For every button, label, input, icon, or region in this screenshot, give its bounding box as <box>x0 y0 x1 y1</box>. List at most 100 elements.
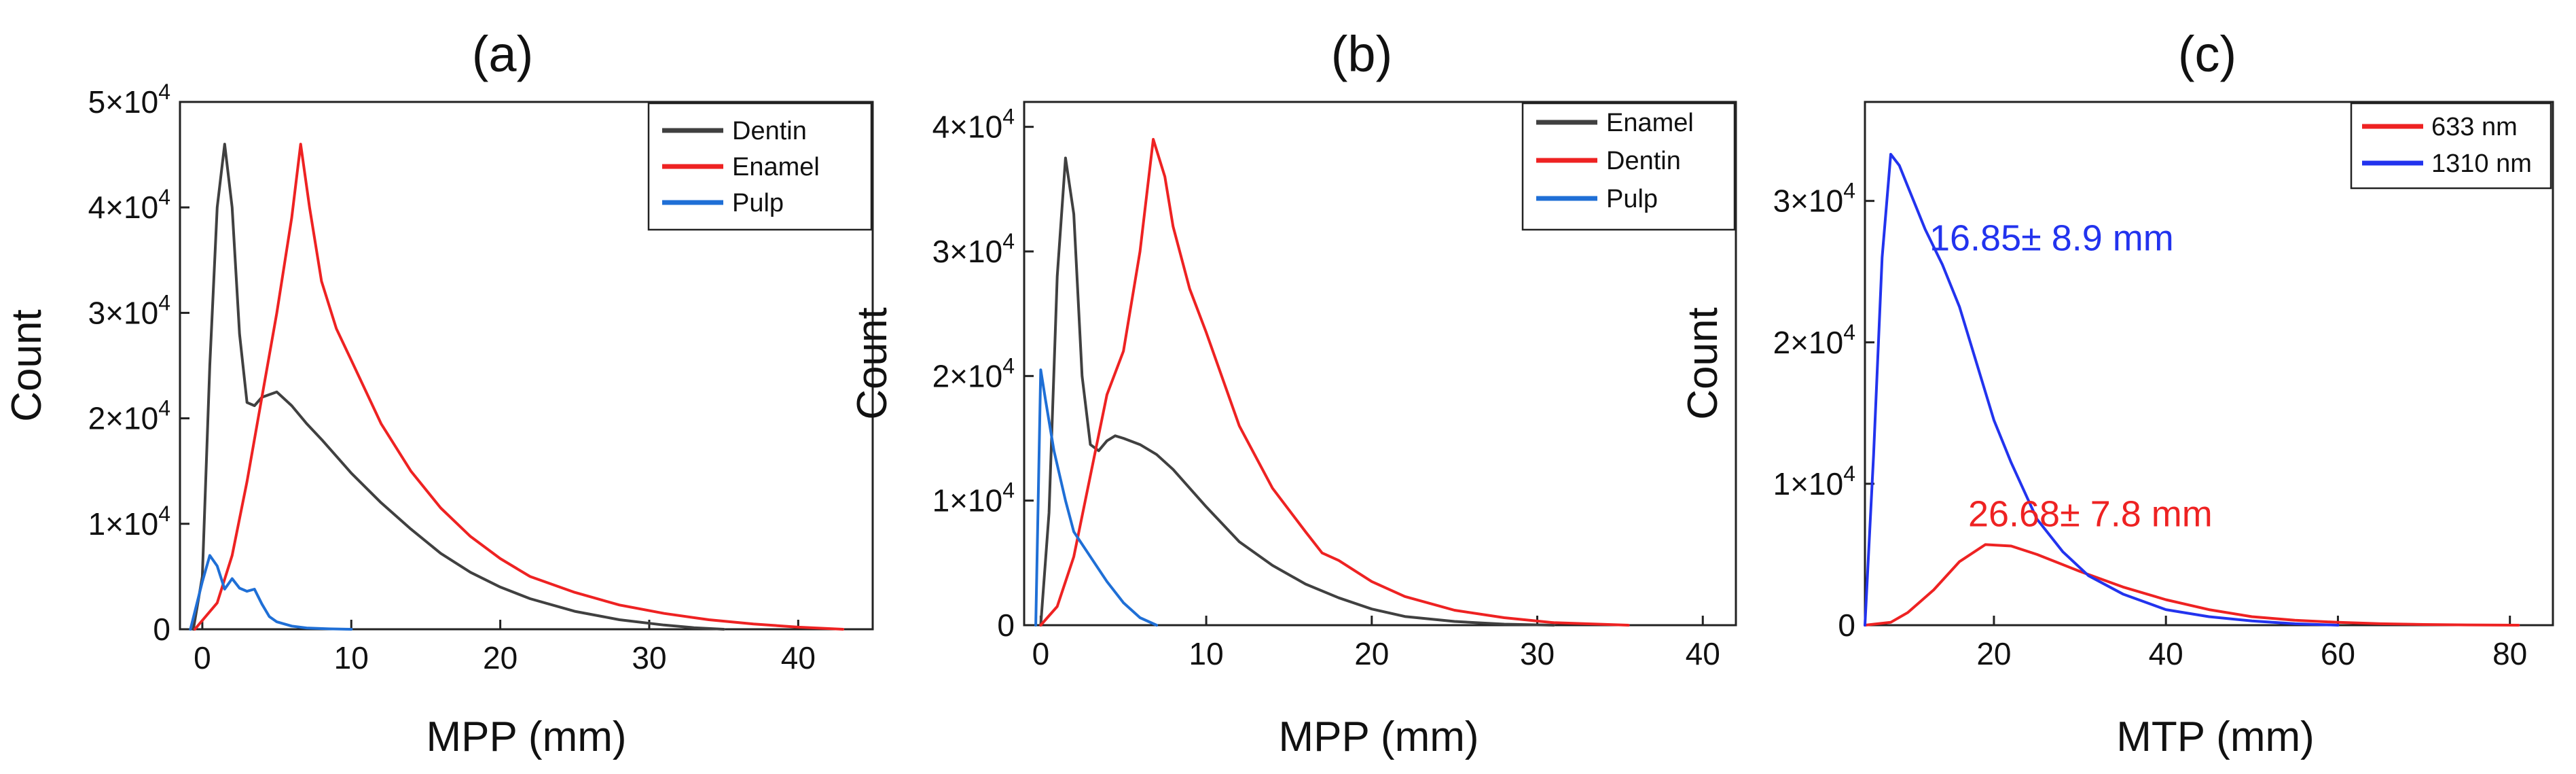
y-axis-title-b: Count <box>849 307 896 419</box>
y-tick-mantissa: 0 <box>997 608 1015 643</box>
y-tick-exponent: 4 <box>158 290 170 315</box>
y-tick-exponent: 4 <box>1843 461 1855 486</box>
y-tick-mantissa: 0 <box>1838 608 1855 643</box>
annotation-label: 16.85± 8.9 mm <box>1929 218 2174 259</box>
legend-box-c <box>2350 102 2552 190</box>
series-line-633-nm <box>1864 543 2520 627</box>
y-tick-exponent: 4 <box>1002 229 1015 253</box>
y-tick-exponent: 4 <box>1002 353 1015 378</box>
y-tick-mantissa: 3×10 <box>932 234 1003 269</box>
y-tick-mantissa: 5×10 <box>88 84 159 120</box>
y-tick-label: 0 <box>1838 608 1855 643</box>
x-tick-label: 20 <box>1354 636 1389 671</box>
y-tick-label: 4×104 <box>88 185 170 225</box>
panel-label-b: (b) <box>1331 26 1392 82</box>
y-axis-title-a: Count <box>3 309 50 421</box>
y-axis-title-c: Count <box>1680 307 1726 419</box>
x-tick-label: 20 <box>483 640 518 675</box>
panel-label-a: (a) <box>472 26 533 82</box>
annotations-c: 16.85± 8.9 mm 26.68± 7.8 mm <box>1929 218 2213 535</box>
y-tick-label: 2×104 <box>932 353 1015 393</box>
legend-c: 633 nm 1310 nm <box>2350 102 2552 190</box>
legend-a: Dentin Enamel Pulp <box>647 102 873 231</box>
y-tick-mantissa: 3×10 <box>1773 183 1844 219</box>
legend-label-enamel-b: Enamel <box>1606 109 1694 137</box>
y-tick-mantissa: 1×10 <box>1773 466 1844 502</box>
y-tick-label: 3×104 <box>88 290 170 330</box>
y-tick-label: 1×104 <box>932 478 1015 518</box>
y-tick-label: 0 <box>997 608 1015 643</box>
series-line-pulp <box>1034 368 1158 627</box>
y-tick-label: 5×104 <box>88 80 170 120</box>
y-tick-mantissa: 2×10 <box>932 358 1003 393</box>
y-tick-label: 2×104 <box>1773 320 1855 360</box>
x-tick-label: 40 <box>2149 636 2183 671</box>
y-tick-mantissa: 1×10 <box>88 506 159 542</box>
legend-label-dentin: Dentin <box>732 117 807 145</box>
series-line-1310-nm <box>1864 153 2340 627</box>
y-tick-exponent: 4 <box>158 502 170 526</box>
y-tick-mantissa: 2×10 <box>88 401 159 436</box>
series-group-b <box>1034 138 1630 627</box>
x-tick-label: 60 <box>2321 636 2355 671</box>
y-tick-exponent: 4 <box>1002 478 1015 503</box>
legend-b: Enamel Dentin Pulp <box>1521 102 1736 231</box>
x-tick-label: 10 <box>1189 636 1224 671</box>
series-line-dentin <box>192 143 725 631</box>
x-tick-label: 10 <box>334 640 369 675</box>
series-line-pulp <box>189 554 353 631</box>
x-tick-label: 80 <box>2492 636 2527 671</box>
x-tick-label: 30 <box>632 640 666 675</box>
y-tick-exponent: 4 <box>158 80 170 104</box>
x-axis-title-b: MPP (mm) <box>1278 714 1479 760</box>
legend-label-pulp-b: Pulp <box>1606 185 1658 213</box>
series-line-dentin <box>1039 138 1630 627</box>
y-tick-label: 4×104 <box>932 105 1015 145</box>
y-tick-exponent: 4 <box>158 185 170 209</box>
panel-label-c: (c) <box>2178 26 2236 82</box>
series-line-enamel <box>1039 156 1555 627</box>
legend-label-1310nm: 1310 nm <box>2431 149 2532 178</box>
y-tick-label: 1×104 <box>1773 461 1855 502</box>
y-tick-label: 0 <box>153 612 170 647</box>
y-tick-exponent: 4 <box>1843 320 1855 345</box>
y-tick-exponent: 4 <box>158 396 170 421</box>
series-line-enamel <box>193 143 845 631</box>
y-tick-exponent: 4 <box>1002 105 1015 129</box>
series-group-a <box>189 143 845 631</box>
x-tick-label: 30 <box>1520 636 1555 671</box>
y-tick-mantissa: 4×10 <box>88 190 159 225</box>
y-tick-mantissa: 2×10 <box>1773 325 1844 360</box>
x-axis-title-a: MPP (mm) <box>426 714 626 760</box>
y-tick-exponent: 4 <box>1843 179 1855 203</box>
y-tick-mantissa: 1×10 <box>932 483 1003 518</box>
x-axis-title-c: MTP (mm) <box>2116 714 2315 760</box>
y-tick-mantissa: 0 <box>153 612 170 647</box>
y-tick-label: 3×104 <box>1773 179 1855 219</box>
x-tick-label: 40 <box>1686 636 1720 671</box>
chart-panel-a: (a) 0 10 20 30 4001×1042×1043×1044×1045×104 … <box>3 26 874 760</box>
x-tick-label: 40 <box>781 640 816 675</box>
x-tick-label: 0 <box>1032 636 1050 671</box>
legend-label-enamel: Enamel <box>732 153 820 181</box>
series-group-c <box>1864 153 2520 627</box>
plot-frame-b <box>1023 101 1737 627</box>
y-tick-label: 1×104 <box>88 502 170 542</box>
plot-frame-c <box>1864 101 2554 627</box>
plot-frame-a <box>179 101 874 631</box>
annotation-label: 26.68± 7.8 mm <box>1968 493 2213 534</box>
legend-label-633nm: 633 nm <box>2431 113 2518 141</box>
y-tick-mantissa: 3×10 <box>88 295 159 330</box>
y-tick-label: 2×104 <box>88 396 170 436</box>
y-tick-mantissa: 4×10 <box>932 109 1003 145</box>
legend-label-pulp: Pulp <box>732 189 784 217</box>
y-tick-label: 3×104 <box>932 229 1015 269</box>
legend-label-dentin-b: Dentin <box>1606 147 1681 175</box>
x-tick-label: 20 <box>1976 636 2011 671</box>
